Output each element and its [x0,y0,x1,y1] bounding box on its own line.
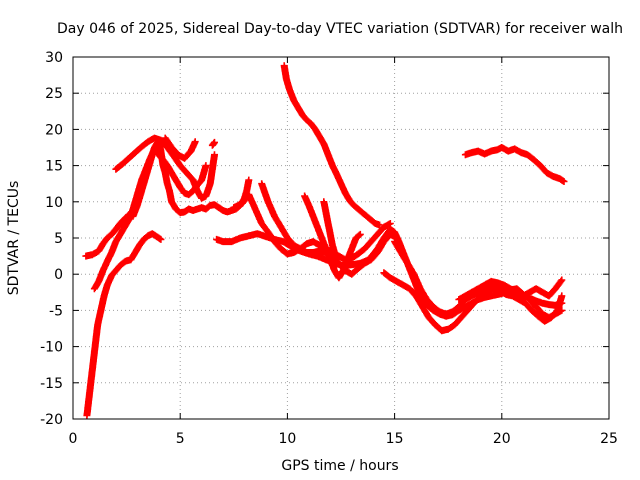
y-tick-label: -10 [40,340,63,356]
series-markers [320,198,339,256]
y-tick-label: 5 [54,231,63,247]
data-points [82,62,568,419]
y-tick-label: 0 [54,267,63,283]
y-axis-label: SDTVAR / TECUs [6,181,22,296]
series-markers [208,138,218,149]
grid-lines [73,57,609,419]
y-tick-label: 10 [45,195,63,211]
x-tick-label: 0 [69,431,78,447]
axis-ticks: 0 5 10 15 20 25 -20 -15 -10 -5 0 5 10 15 20 25 30 [40,50,618,447]
chart-title: Day 046 of 2025, Sidereal Day-to-day VTE… [57,21,623,37]
series-markers [461,144,568,185]
series-markers [258,180,401,278]
y-tick-label: 15 [45,159,63,175]
series-markers [301,192,364,282]
series-markers [280,62,384,229]
y-tick-label: -20 [40,412,63,428]
series-arc-4 [112,134,218,202]
series-arc-5 [161,134,199,162]
x-tick-label: 25 [600,431,618,447]
series-arc-12 [320,198,339,256]
y-tick-label: 30 [45,50,63,66]
y-tick-label: 20 [45,122,63,138]
series-arc-10 [280,62,384,229]
x-tick-label: 10 [278,431,296,447]
series-markers [161,134,199,162]
x-tick-label: 20 [493,431,511,447]
x-tick-label: 5 [176,431,185,447]
y-tick-label: -5 [49,303,63,319]
series-markers [455,277,566,322]
y-tick-label: -15 [40,376,63,392]
y-tick-label: 25 [45,86,63,102]
series-arc-16 [461,144,568,185]
series-arc-14 [391,238,566,318]
series-arc-1 [83,230,165,419]
series-arc-6 [208,138,218,149]
x-axis-label: GPS time / hours [281,458,398,474]
series-markers [112,134,218,202]
x-tick-label: 15 [386,431,404,447]
series-arc-11 [301,192,364,282]
series-arc-9 [258,180,401,278]
series-markers [391,238,566,318]
series-markers [83,230,165,419]
series-arc-15 [455,277,566,322]
